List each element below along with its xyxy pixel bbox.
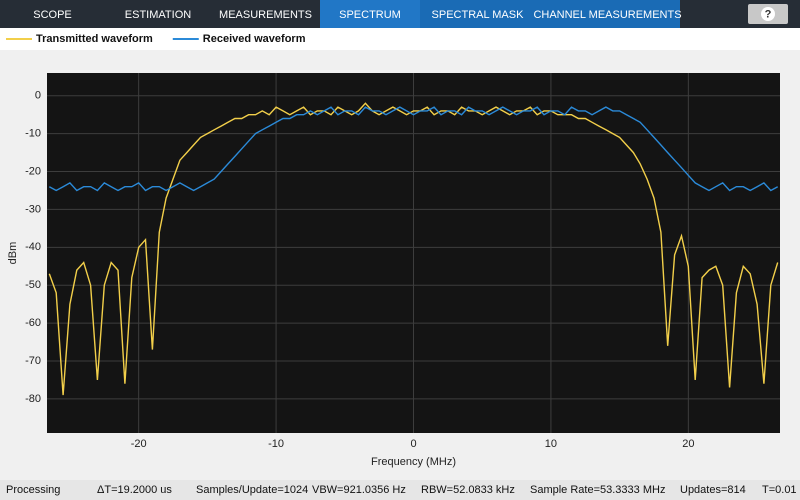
- x-tick-label: -20: [131, 438, 147, 450]
- help-icon[interactable]: [761, 7, 775, 21]
- x-tick-label: 0: [410, 438, 416, 450]
- status-item: RBW=52.0833 kHz: [421, 484, 515, 496]
- help-label[interactable]: ?: [765, 8, 772, 20]
- x-axis-label: Frequency (MHz): [371, 456, 456, 468]
- status-item: T=0.01: [762, 484, 797, 496]
- y-tick-label: -70: [25, 355, 41, 367]
- legend-label: Received waveform: [203, 33, 306, 45]
- status-item: VBW=921.0356 Hz: [312, 484, 406, 496]
- status-item: ΔT=19.2000 us: [97, 484, 172, 496]
- status-item: Samples/Update=1024: [196, 484, 308, 496]
- x-tick-label: -10: [268, 438, 284, 450]
- status-item: Updates=814: [680, 484, 746, 496]
- tab[interactable]: CHANNEL MEASUREMENTS: [533, 9, 681, 21]
- status-item: Processing: [6, 484, 60, 496]
- y-axis-label: dBm: [7, 242, 19, 265]
- y-tick-label: -30: [25, 203, 41, 215]
- y-tick-label: -40: [25, 241, 41, 253]
- x-tick-label: 10: [545, 438, 557, 450]
- x-tick-label: 20: [682, 438, 694, 450]
- tab[interactable]: ESTIMATION: [125, 9, 191, 21]
- y-tick-label: -50: [25, 279, 41, 291]
- status-bar: [0, 480, 800, 500]
- y-tick-label: -60: [25, 317, 41, 329]
- tab[interactable]: MEASUREMENTS: [219, 9, 312, 21]
- series-line: [48, 106, 779, 192]
- legend-label: Transmitted waveform: [36, 33, 153, 45]
- y-tick-label: -10: [25, 128, 41, 140]
- tab[interactable]: SPECTRUM: [339, 9, 401, 21]
- tab[interactable]: SCOPE: [33, 9, 72, 21]
- tab[interactable]: SPECTRAL MASK: [432, 9, 525, 21]
- series-line: [48, 102, 779, 396]
- y-tick-label: 0: [35, 90, 41, 102]
- y-tick-label: -20: [25, 165, 41, 177]
- legend-bar: [0, 28, 800, 50]
- status-item: Sample Rate=53.3333 MHz: [530, 484, 665, 496]
- tab-active[interactable]: [320, 0, 420, 28]
- y-tick-label: -80: [25, 393, 41, 405]
